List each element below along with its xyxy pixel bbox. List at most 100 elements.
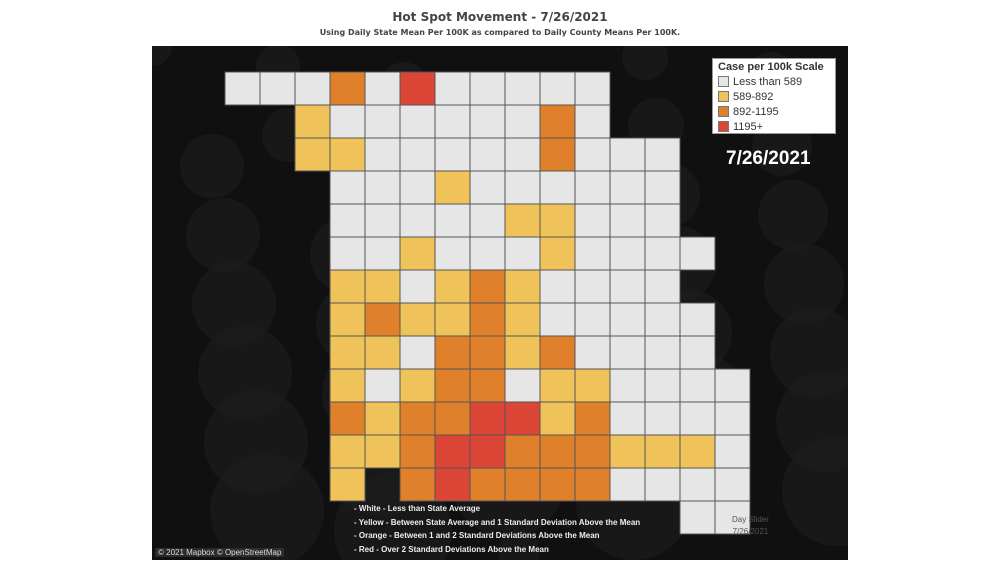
county[interactable] bbox=[644, 203, 681, 238]
county[interactable] bbox=[644, 335, 681, 370]
county[interactable] bbox=[609, 170, 646, 205]
county[interactable] bbox=[399, 104, 436, 139]
county[interactable] bbox=[574, 401, 611, 436]
county[interactable] bbox=[504, 302, 541, 337]
county[interactable] bbox=[504, 434, 541, 469]
county[interactable] bbox=[329, 71, 366, 106]
county[interactable] bbox=[644, 269, 681, 304]
county[interactable] bbox=[329, 467, 366, 502]
county[interactable] bbox=[434, 203, 471, 238]
county[interactable] bbox=[679, 236, 716, 271]
county[interactable] bbox=[644, 368, 681, 403]
county[interactable] bbox=[434, 170, 471, 205]
county[interactable] bbox=[364, 302, 401, 337]
county[interactable] bbox=[539, 401, 576, 436]
county[interactable] bbox=[329, 170, 366, 205]
county[interactable] bbox=[399, 434, 436, 469]
county[interactable] bbox=[434, 368, 471, 403]
county[interactable] bbox=[329, 137, 366, 172]
county[interactable] bbox=[399, 236, 436, 271]
county[interactable] bbox=[469, 467, 506, 502]
county[interactable] bbox=[434, 104, 471, 139]
county[interactable] bbox=[539, 467, 576, 502]
county[interactable] bbox=[609, 302, 646, 337]
county[interactable] bbox=[609, 203, 646, 238]
county[interactable] bbox=[469, 335, 506, 370]
county[interactable] bbox=[469, 104, 506, 139]
county[interactable] bbox=[364, 368, 401, 403]
county[interactable] bbox=[539, 269, 576, 304]
county[interactable] bbox=[609, 269, 646, 304]
county[interactable] bbox=[469, 269, 506, 304]
county[interactable] bbox=[504, 401, 541, 436]
county[interactable] bbox=[539, 203, 576, 238]
county[interactable] bbox=[329, 401, 366, 436]
county[interactable] bbox=[574, 335, 611, 370]
county[interactable] bbox=[539, 335, 576, 370]
county[interactable] bbox=[504, 467, 541, 502]
county[interactable] bbox=[364, 137, 401, 172]
county[interactable] bbox=[574, 71, 611, 106]
county[interactable] bbox=[364, 269, 401, 304]
county[interactable] bbox=[469, 236, 506, 271]
county[interactable] bbox=[329, 302, 366, 337]
county[interactable] bbox=[574, 434, 611, 469]
county[interactable] bbox=[434, 302, 471, 337]
county[interactable] bbox=[609, 236, 646, 271]
county[interactable] bbox=[224, 71, 261, 106]
county[interactable] bbox=[364, 71, 401, 106]
county[interactable] bbox=[329, 368, 366, 403]
county[interactable] bbox=[679, 434, 716, 469]
county[interactable] bbox=[679, 467, 716, 502]
county[interactable] bbox=[539, 302, 576, 337]
county[interactable] bbox=[504, 137, 541, 172]
county[interactable] bbox=[364, 236, 401, 271]
county[interactable] bbox=[574, 137, 611, 172]
county[interactable] bbox=[329, 203, 366, 238]
county[interactable] bbox=[504, 269, 541, 304]
county[interactable] bbox=[644, 467, 681, 502]
county[interactable] bbox=[469, 434, 506, 469]
county[interactable] bbox=[399, 368, 436, 403]
county[interactable] bbox=[504, 203, 541, 238]
county[interactable] bbox=[644, 170, 681, 205]
county[interactable] bbox=[504, 104, 541, 139]
county[interactable] bbox=[609, 335, 646, 370]
county[interactable] bbox=[469, 170, 506, 205]
county[interactable] bbox=[399, 137, 436, 172]
county[interactable] bbox=[434, 236, 471, 271]
county[interactable] bbox=[574, 368, 611, 403]
county[interactable] bbox=[644, 137, 681, 172]
county[interactable] bbox=[539, 104, 576, 139]
county[interactable] bbox=[539, 368, 576, 403]
county[interactable] bbox=[714, 434, 751, 469]
county[interactable] bbox=[399, 71, 436, 106]
county-map[interactable] bbox=[152, 46, 848, 560]
county[interactable] bbox=[504, 335, 541, 370]
county[interactable] bbox=[329, 434, 366, 469]
map-view[interactable]: Case per 100k Scale Less than 589 589-89… bbox=[152, 46, 848, 560]
county[interactable] bbox=[609, 467, 646, 502]
county[interactable] bbox=[539, 434, 576, 469]
county[interactable] bbox=[469, 71, 506, 106]
county[interactable] bbox=[294, 104, 331, 139]
county[interactable] bbox=[469, 302, 506, 337]
county[interactable] bbox=[504, 368, 541, 403]
county[interactable] bbox=[504, 71, 541, 106]
county[interactable] bbox=[679, 401, 716, 436]
county[interactable] bbox=[364, 104, 401, 139]
county[interactable] bbox=[399, 203, 436, 238]
county[interactable] bbox=[679, 500, 716, 535]
county[interactable] bbox=[574, 302, 611, 337]
county[interactable] bbox=[469, 368, 506, 403]
county[interactable] bbox=[539, 137, 576, 172]
county[interactable] bbox=[679, 368, 716, 403]
county[interactable] bbox=[539, 71, 576, 106]
county[interactable] bbox=[294, 137, 331, 172]
county[interactable] bbox=[259, 71, 296, 106]
county[interactable] bbox=[469, 137, 506, 172]
county[interactable] bbox=[364, 335, 401, 370]
county[interactable] bbox=[644, 236, 681, 271]
county[interactable] bbox=[679, 335, 716, 370]
county[interactable] bbox=[679, 302, 716, 337]
